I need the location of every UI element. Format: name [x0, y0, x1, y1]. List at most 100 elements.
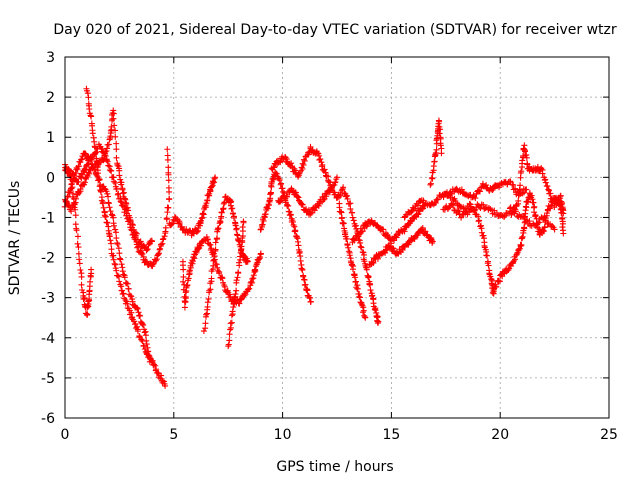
series-sat-i: [225, 218, 247, 350]
data-point: [150, 361, 157, 368]
data-point: [158, 372, 165, 379]
data-point: [361, 258, 368, 265]
data-point: [120, 190, 127, 197]
data-point: [544, 183, 551, 190]
data-point: [283, 193, 290, 200]
data-point: [300, 156, 307, 163]
data-point: [480, 201, 487, 208]
data-point: [230, 210, 237, 217]
data-point: [300, 161, 307, 168]
data-point: [134, 305, 141, 312]
data-point: [204, 197, 211, 204]
data-point: [198, 242, 205, 249]
data-point: [506, 205, 513, 212]
data-point: [110, 256, 117, 263]
data-point: [307, 210, 314, 217]
data-point: [78, 281, 85, 288]
data-point: [226, 331, 233, 338]
data-point: [101, 156, 108, 163]
data-point: [112, 133, 119, 140]
data-point: [327, 186, 334, 193]
data-point: [186, 267, 193, 274]
data-point: [478, 229, 485, 236]
data-point: [317, 156, 324, 163]
data-point: [367, 281, 374, 288]
data-point: [113, 154, 120, 161]
data-point: [94, 170, 101, 177]
data-point: [118, 283, 125, 290]
data-point: [84, 311, 91, 318]
data-point: [432, 199, 439, 206]
data-point: [70, 171, 77, 178]
data-point: [252, 267, 259, 274]
data-point: [232, 291, 239, 298]
data-point: [559, 215, 566, 222]
data-point: [276, 176, 283, 183]
data-point: [343, 192, 350, 199]
data-point: [551, 226, 558, 233]
data-point: [338, 209, 345, 216]
data-point: [237, 253, 244, 260]
x-tick-label: 15: [382, 427, 400, 443]
data-point: [359, 228, 366, 235]
data-point: [530, 199, 537, 206]
data-point: [240, 218, 247, 225]
data-point: [121, 274, 128, 281]
data-point: [205, 295, 212, 302]
data-point: [207, 241, 214, 248]
data-point: [77, 266, 84, 273]
data-point: [372, 307, 379, 314]
data-point: [85, 94, 92, 101]
data-point: [165, 204, 172, 211]
data-point: [253, 260, 260, 267]
data-point: [112, 226, 119, 233]
series-sat-j: [257, 169, 314, 305]
data-point: [407, 218, 414, 225]
data-point: [168, 221, 175, 228]
data-point: [419, 205, 426, 212]
data-point: [273, 170, 280, 177]
data-point: [140, 253, 147, 260]
chart-title: Day 020 of 2021, Sidereal Day-to-day VTE…: [53, 22, 617, 38]
data-point: [141, 346, 148, 353]
data-point: [180, 278, 187, 285]
data-point: [208, 245, 215, 252]
data-point: [334, 174, 340, 181]
data-point: [117, 198, 124, 205]
data-point: [522, 203, 529, 210]
data-point: [104, 219, 111, 226]
data-point: [125, 207, 132, 214]
data-point: [124, 280, 131, 287]
data-point: [420, 197, 427, 204]
data-point: [560, 230, 567, 237]
data-point: [523, 151, 530, 158]
data-point: [344, 195, 351, 202]
data-point: [112, 261, 119, 268]
data-point: [516, 245, 523, 252]
data-point: [105, 162, 112, 169]
data-point: [429, 238, 436, 245]
data-point: [292, 189, 299, 196]
data-point: [466, 200, 473, 207]
data-point: [139, 320, 146, 327]
data-point: [455, 208, 462, 215]
data-point: [285, 202, 292, 209]
data-point: [389, 245, 396, 252]
data-point: [182, 289, 189, 296]
data-point: [178, 223, 185, 230]
data-point: [375, 318, 382, 325]
data-point: [98, 188, 105, 195]
data-point: [211, 253, 218, 260]
data-point: [228, 319, 235, 326]
data-point: [180, 266, 187, 273]
data-point: [307, 298, 314, 305]
data-point: [427, 180, 434, 187]
data-point: [349, 266, 356, 273]
data-point: [72, 206, 79, 213]
data-point: [231, 294, 238, 301]
data-point: [121, 209, 128, 216]
data-point: [114, 272, 121, 279]
data-point: [356, 293, 363, 300]
y-tick-label: -3: [41, 291, 55, 307]
data-point: [89, 154, 96, 161]
